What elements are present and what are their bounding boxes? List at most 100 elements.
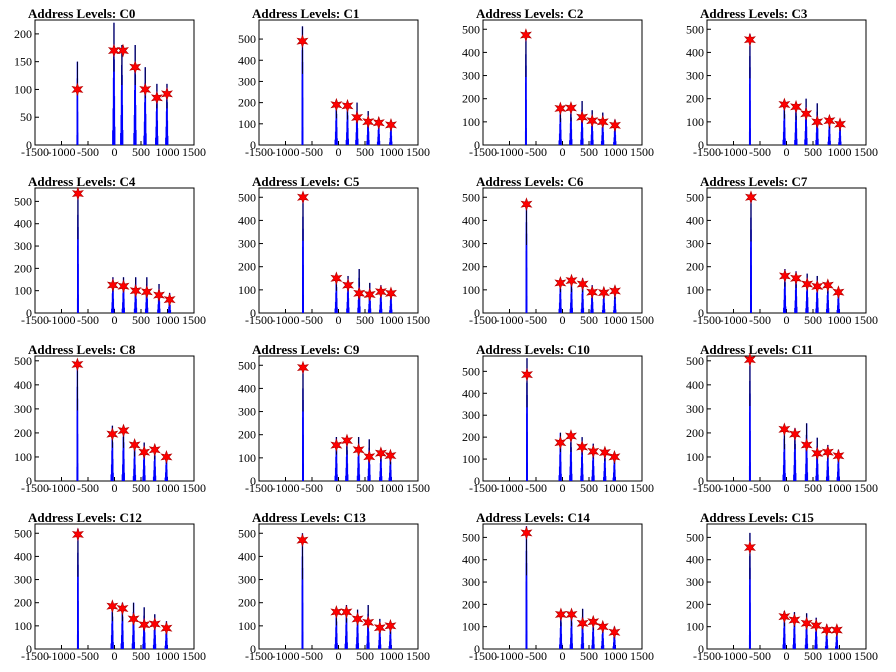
histogram-bar (76, 132, 79, 145)
histogram-bar (390, 469, 392, 481)
histogram-bar (133, 630, 135, 649)
histogram-bar (602, 140, 605, 145)
histogram-bar (806, 472, 809, 481)
histogram-bar (806, 634, 808, 649)
x-tick-label: 500 (356, 649, 374, 663)
x-tick-label: -1500 (21, 649, 49, 663)
histogram-bar (367, 131, 370, 145)
x-tick-label: -1000 (272, 313, 300, 327)
x-tick-label: -500 (77, 145, 99, 159)
histogram-bar (526, 431, 528, 481)
chart-title: Address Levels: C4 (28, 174, 136, 189)
y-tick-label: 200 (14, 596, 32, 610)
x-tick-label: -1500 (469, 145, 497, 159)
chart-plot: 0 100 200 300 400 500 -1500-1000 -500 0 500 1000 15… (462, 355, 654, 495)
level-marker (384, 618, 397, 633)
plot-frame (258, 523, 419, 650)
y-tick-label: 200 (686, 597, 704, 611)
x-tick-label: 1000 (828, 649, 852, 663)
chart-plot: 0 100 200 300 400 500 -1500-1000 -500 0 500 1000 15… (462, 19, 654, 159)
level-marker (587, 444, 600, 459)
histogram-bar (159, 308, 161, 313)
histogram-bar (336, 138, 338, 145)
histogram-bar (784, 459, 786, 481)
y-tick-label: 100 (686, 115, 704, 129)
x-tick-label: -500 (301, 145, 323, 159)
level-marker (554, 435, 567, 450)
histogram-bar (603, 309, 606, 313)
y-tick-label: 300 (238, 74, 256, 88)
y-tick-label: 0 (26, 642, 32, 656)
histogram-bar (807, 307, 809, 313)
level-marker (342, 278, 355, 293)
level-marker (564, 101, 577, 115)
histogram-bar (784, 643, 786, 649)
x-tick-label: 500 (580, 481, 598, 495)
x-tick-label: 1000 (380, 649, 404, 663)
level-marker (830, 623, 843, 637)
histogram-bar (826, 645, 829, 649)
histogram-bar (156, 120, 159, 145)
x-tick-label: -1000 (48, 313, 76, 327)
histogram-bar (581, 127, 584, 145)
y-tick-label: 100 (14, 284, 32, 298)
histogram-bar (614, 476, 616, 481)
histogram-bar (817, 474, 819, 481)
histogram-bar (560, 473, 562, 481)
histogram-peak (76, 61, 79, 145)
y-tick-label: 400 (686, 45, 704, 59)
histogram-bar (582, 632, 584, 649)
histogram-bar (154, 466, 156, 481)
histogram-bar (167, 135, 169, 145)
histogram-bar (112, 307, 115, 313)
y-tick-label: 400 (14, 549, 32, 563)
x-tick-label: -1000 (496, 313, 524, 327)
histogram-bar (368, 464, 371, 481)
chart-panel-c0: Address Levels: C0 0 50 100 150 200 -1500 -1000… (0, 0, 224, 168)
level-marker (821, 445, 834, 460)
histogram-peak (76, 528, 79, 649)
histogram-peak (749, 193, 752, 313)
x-tick-label: -500 (301, 481, 323, 495)
x-tick-label: 1000 (604, 649, 628, 663)
y-tick-label: 300 (686, 402, 704, 416)
histogram-bar (112, 298, 115, 313)
x-tick-label: -500 (77, 481, 99, 495)
x-tick-label: 1000 (380, 481, 404, 495)
histogram-bar (794, 634, 796, 649)
histogram-bar (123, 298, 125, 313)
x-tick-label: -1500 (21, 481, 49, 495)
histogram-bar (784, 138, 786, 145)
level-marker (384, 117, 397, 132)
level-marker (832, 285, 845, 300)
x-tick-label: -1000 (720, 145, 748, 159)
histogram-peak (131, 602, 136, 649)
y-tick-label: 400 (14, 378, 32, 392)
level-marker (341, 98, 354, 113)
y-tick-label: 400 (462, 386, 480, 400)
level-marker (116, 43, 129, 58)
y-tick-label: 0 (250, 306, 256, 320)
x-tick-label: 500 (804, 481, 822, 495)
level-marker (778, 422, 791, 437)
histogram-peak (120, 45, 124, 145)
level-marker (810, 618, 823, 633)
histogram-peak (804, 98, 808, 145)
histogram-bar (525, 127, 527, 145)
level-marker (160, 621, 173, 636)
histogram-bar (76, 463, 79, 481)
level-marker (788, 613, 801, 627)
histogram-bar (302, 434, 304, 481)
chart-plot: 0 100 200 300 400 500 -1500-1000 -500 0 500 1000 15… (14, 186, 206, 327)
level-marker (374, 446, 387, 461)
y-tick-label: 200 (462, 260, 480, 274)
histogram-peak (112, 22, 116, 145)
x-tick-label: 500 (804, 313, 822, 327)
x-tick-label: -500 (77, 313, 99, 327)
histogram-bar (112, 458, 114, 481)
histogram-bar (369, 300, 371, 313)
histogram-bar (560, 643, 563, 649)
y-tick-label: 0 (474, 474, 480, 488)
level-marker (330, 605, 343, 619)
level-marker (71, 82, 84, 97)
